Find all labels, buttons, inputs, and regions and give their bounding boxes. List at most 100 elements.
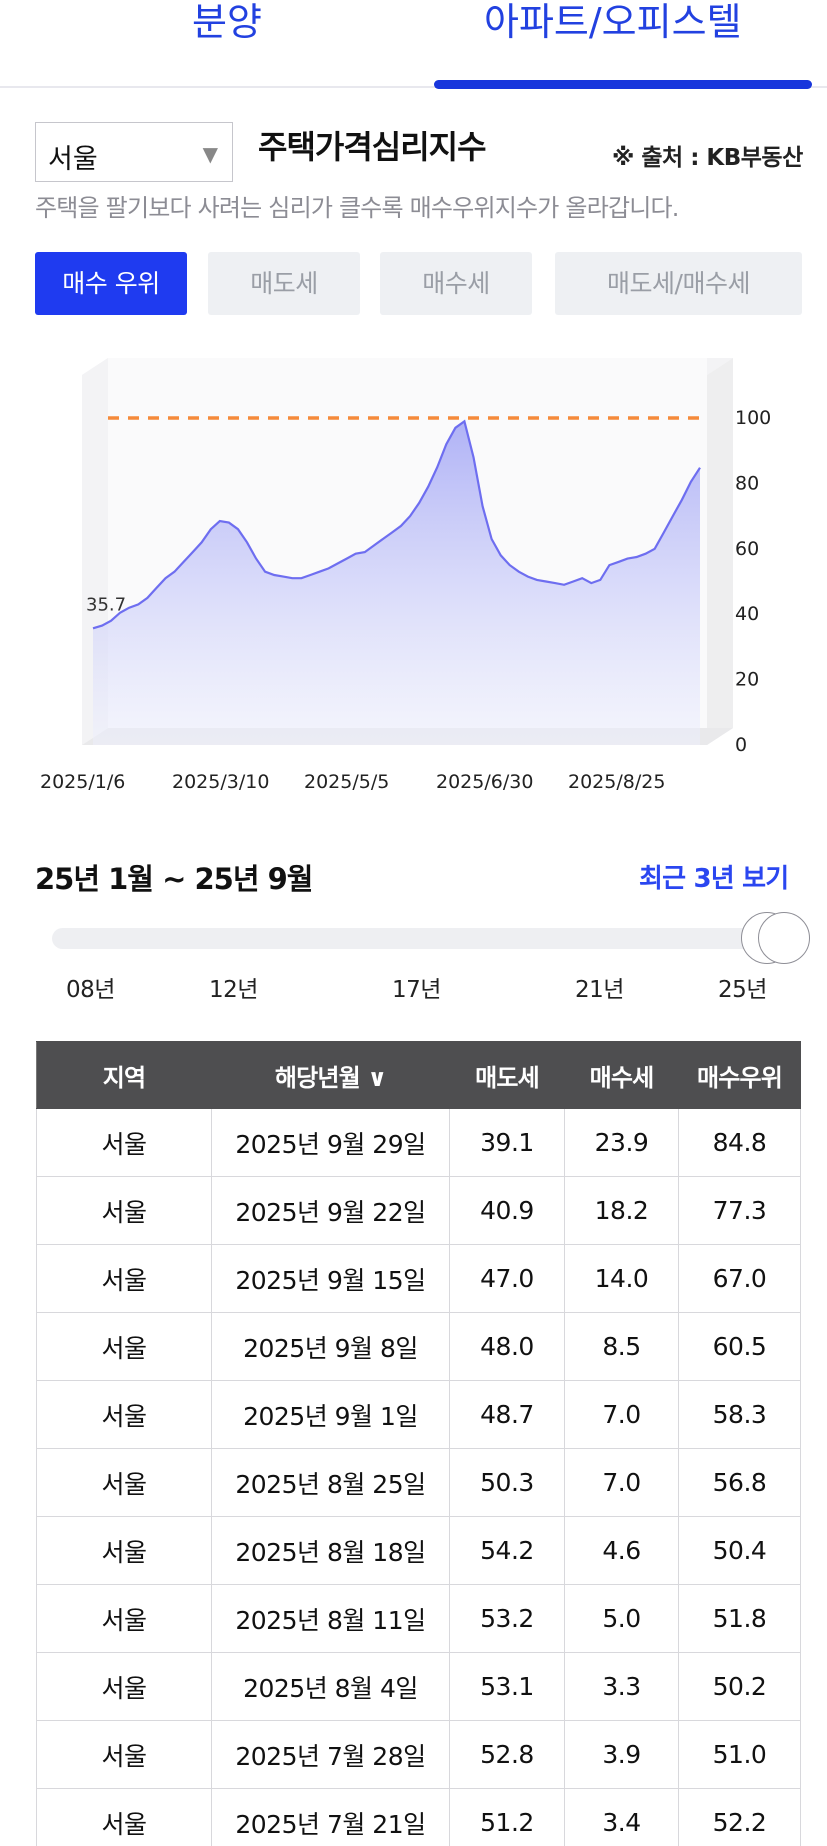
table-cell: 53.1 [449,1652,565,1721]
table-cell: 51.0 [678,1720,801,1789]
table-row: 서울 2025년 9월 8일 48.0 8.5 60.5 [36,1312,801,1381]
table-cell: 50.4 [678,1516,801,1585]
table-cell: 51.8 [678,1584,801,1653]
description: 주택을 팔기보다 사려는 심리가 클수록 매수우위지수가 올라갑니다. [35,194,679,222]
table-cell: 3.3 [564,1652,679,1721]
period-label: 25년 1월 ~ 25년 9월 [35,862,313,896]
column-header-selling: 매도세 [449,1041,565,1109]
table-cell: 8.5 [564,1312,679,1381]
table-row: 서울 2025년 8월 11일 53.2 5.0 51.8 [36,1584,801,1653]
table-cell: 2025년 9월 8일 [211,1312,450,1381]
x-axis-tick-label: 2025/3/10 [172,771,269,793]
table-cell: 2025년 9월 29일 [211,1108,450,1177]
table-cell: 54.2 [449,1516,565,1585]
recent-3-years-link[interactable]: 최근 3년 보기 [639,864,789,894]
tab-apartment-officetel[interactable]: 아파트/오피스텔 [484,0,742,44]
table-cell: 52.8 [449,1720,565,1789]
top-tabs: 분양 아파트/오피스텔 [0,0,827,89]
x-axis-tick-label: 2025/1/6 [40,771,125,793]
table-cell: 4.6 [564,1516,679,1585]
y-axis-tick-label: 40 [735,603,759,625]
buying-trend-button[interactable]: 매수세 [380,252,532,315]
table-cell: 2025년 8월 18일 [211,1516,450,1585]
tab-presale[interactable]: 분양 [192,0,262,44]
table-row: 서울 2025년 7월 21일 51.2 3.4 52.2 [36,1788,801,1846]
x-axis-tick-label: 2025/5/5 [304,771,389,793]
table-cell: 50.2 [678,1652,801,1721]
series-area [93,421,700,745]
table-cell: 2025년 7월 21일 [211,1788,450,1846]
table-cell: 서울 [36,1720,212,1789]
table-cell: 77.3 [678,1176,801,1245]
first-value-label: 35.7 [86,594,126,615]
table-cell: 서울 [36,1108,212,1177]
slider-tick: 21년 [575,977,624,1003]
y-axis-tick-label: 80 [735,472,759,494]
index-table: 지역 해당년월 ∨ 매도세 매수세 매수우위 서울 2025년 9월 29일 39.… [36,1041,801,1846]
table-cell: 40.9 [449,1176,565,1245]
table-cell: 2025년 9월 15일 [211,1244,450,1313]
table-cell: 서울 [36,1176,212,1245]
column-header-date-sort[interactable]: 해당년월 ∨ [211,1041,450,1109]
chart-right-face [707,358,733,745]
table-cell: 84.8 [678,1108,801,1177]
year-range-slider[interactable] [52,928,792,949]
table-row: 서울 2025년 9월 15일 47.0 14.0 67.0 [36,1244,801,1313]
table-cell: 서울 [36,1380,212,1449]
table-cell: 48.7 [449,1380,565,1449]
table-cell: 2025년 8월 25일 [211,1448,450,1517]
y-axis-tick-label: 100 [735,407,771,429]
table-cell: 51.2 [449,1788,565,1846]
table-row: 서울 2025년 7월 28일 52.8 3.9 51.0 [36,1720,801,1789]
column-header-buyer-dominance: 매수우위 [678,1041,801,1109]
table-cell: 서울 [36,1788,212,1846]
table-cell: 7.0 [564,1448,679,1517]
table-cell: 2025년 7월 28일 [211,1720,450,1789]
table-row: 서울 2025년 8월 4일 53.1 3.3 50.2 [36,1652,801,1721]
table-cell: 47.0 [449,1244,565,1313]
slider-tick: 12년 [209,977,258,1003]
column-header-region: 지역 [36,1041,212,1109]
table-row: 서울 2025년 9월 22일 40.9 18.2 77.3 [36,1176,801,1245]
slider-tick: 17년 [392,977,441,1003]
column-header-buying: 매수세 [564,1041,679,1109]
series-line [92,419,701,630]
table-cell: 서울 [36,1516,212,1585]
x-axis-tick-label: 2025/6/30 [436,771,533,793]
table-cell: 50.3 [449,1448,565,1517]
table-cell: 7.0 [564,1380,679,1449]
table-cell: 48.0 [449,1312,565,1381]
table-row: 서울 2025년 9월 1일 48.7 7.0 58.3 [36,1380,801,1449]
table-cell: 2025년 8월 4일 [211,1652,450,1721]
buyer-dominance-button[interactable]: 매수 우위 [35,252,187,315]
region-select-value: 서울 [48,144,98,175]
table-row: 서울 2025년 9월 29일 39.1 23.9 84.8 [36,1108,801,1177]
source-note: ※ 출처 : KB부동산 [612,145,803,171]
price-sentiment-chart: 35.7 100 80 60 40 20 0 2025/1/6 2025/3/10 2025/… [40,358,771,793]
slider-tick: 08년 [66,977,115,1003]
table-header-row: 지역 해당년월 ∨ 매도세 매수세 매수우위 [36,1041,801,1109]
y-axis-tick-label: 60 [735,538,759,560]
table-cell: 56.8 [678,1448,801,1517]
table-cell: 5.0 [564,1584,679,1653]
table-cell: 서울 [36,1244,212,1313]
slider-end-handle[interactable] [758,912,810,964]
table-cell: 3.9 [564,1720,679,1789]
region-select[interactable]: 서울 ▼ [35,122,233,182]
sell-buy-trend-button[interactable]: 매도세/매수세 [555,252,802,315]
table-cell: 2025년 8월 11일 [211,1584,450,1653]
table-cell: 18.2 [564,1176,679,1245]
table-cell: 2025년 9월 22일 [211,1176,450,1245]
table-cell: 서울 [36,1584,212,1653]
table-cell: 53.2 [449,1584,565,1653]
table-cell: 60.5 [678,1312,801,1381]
table-cell: 52.2 [678,1788,801,1846]
table-cell: 2025년 9월 1일 [211,1380,450,1449]
x-axis-tick-label: 2025/8/25 [568,771,665,793]
y-axis-tick-label: 20 [735,669,759,691]
slider-tick: 25년 [718,977,767,1003]
table-cell: 서울 [36,1312,212,1381]
y-axis-tick-label: 0 [735,734,747,756]
selling-trend-button[interactable]: 매도세 [208,252,360,315]
table-cell: 58.3 [678,1380,801,1449]
